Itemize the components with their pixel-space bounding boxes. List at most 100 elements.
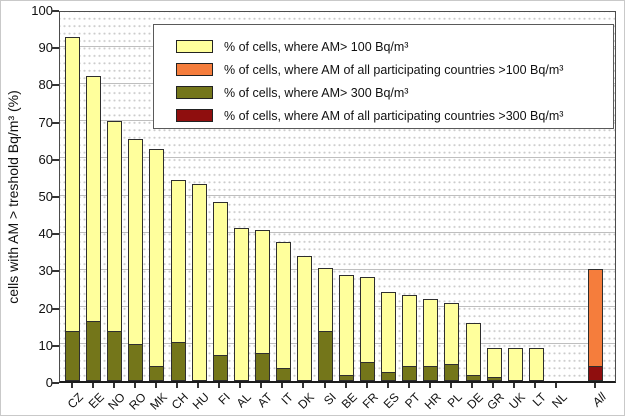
- x-tick-All: [593, 383, 596, 388]
- y-tick-0: [52, 382, 59, 384]
- legend-swatch-1: [176, 63, 213, 76]
- y-tick-label-70: 70: [38, 114, 53, 130]
- bar-MK-inner: [149, 366, 165, 381]
- bar-All-inner: [588, 366, 603, 381]
- gridline-10: [60, 343, 615, 345]
- bar-CH-inner: [170, 341, 186, 381]
- y-tick-label-40: 40: [38, 226, 53, 242]
- x-tick-BE: [344, 383, 347, 388]
- bar-RO-inner: [128, 343, 144, 381]
- gridline-50: [60, 194, 615, 196]
- x-tick-NL: [555, 383, 558, 388]
- bar-AT-inner: [254, 353, 270, 381]
- x-tick-HU: [197, 383, 200, 388]
- bar-BE: [339, 274, 355, 381]
- y-tick-20: [52, 307, 59, 310]
- legend-item-0: % of cells, where AM> 100 Bq/m³: [154, 35, 613, 58]
- legend-swatch-2: [176, 86, 213, 99]
- y-tick-30: [52, 270, 59, 273]
- x-tick-CZ: [70, 383, 73, 388]
- bar-LT: [528, 347, 544, 381]
- y-tick-label-60: 60: [38, 151, 53, 167]
- x-tick-GR: [492, 383, 495, 388]
- bar-ES: [381, 291, 397, 381]
- y-tick-label-50: 50: [38, 189, 53, 204]
- legend-item-1: % of cells, where AM of all participatin…: [154, 58, 613, 81]
- y-tick-label-100: 100: [31, 3, 53, 18]
- x-tick-CH: [176, 383, 179, 388]
- bar-IT-inner: [275, 367, 291, 381]
- x-tick-RO: [133, 383, 136, 388]
- x-tick-ES: [386, 383, 389, 388]
- legend-label-2: % of cells, where AM> 300 Bq/m³: [224, 85, 409, 100]
- legend-label-1: % of cells, where AM of all participatin…: [224, 62, 564, 77]
- bar-DK: [296, 256, 312, 381]
- chart-legend: % of cells, where AM> 100 Bq/m³ % of cell…: [153, 24, 614, 129]
- x-tick-FI: [218, 383, 221, 388]
- bar-DE-inner: [465, 375, 481, 381]
- bar-FR-inner: [360, 362, 376, 381]
- x-tick-FR: [365, 383, 368, 388]
- x-tick-MK: [154, 383, 157, 388]
- y-tick-80: [52, 84, 59, 87]
- bar-AL: [233, 228, 249, 381]
- x-tick-UK: [513, 383, 516, 388]
- legend-label-3: % of cells, where AM of all participatin…: [224, 108, 564, 123]
- y-tick-label-80: 80: [38, 77, 53, 93]
- x-tick-NO: [112, 383, 115, 388]
- legend-swatch-0: [176, 40, 213, 53]
- legend-item-2: % of cells, where AM> 300 Bq/m³: [154, 81, 613, 104]
- y-tick-60: [52, 158, 59, 161]
- y-tick-label-30: 30: [38, 263, 53, 279]
- y-tick-label-0: 0: [45, 375, 53, 390]
- bar-SI-inner: [318, 330, 334, 381]
- y-tick-label-10: 10: [38, 337, 53, 353]
- gridline-60: [60, 157, 615, 159]
- legend-label-0: % of cells, where AM> 100 Bq/m³: [224, 39, 409, 54]
- bar-PL-inner: [444, 364, 460, 381]
- bar-EE-inner: [86, 321, 102, 381]
- legend-item-3: % of cells, where AM of all participatin…: [154, 104, 613, 127]
- bar-PT-inner: [402, 366, 418, 381]
- x-tick-DE: [471, 383, 474, 388]
- y-tick-10: [52, 344, 59, 347]
- gridline-20: [60, 306, 615, 308]
- gridline-40: [60, 231, 615, 233]
- y-tick-label-90: 90: [38, 40, 53, 56]
- bar-HR-inner: [423, 366, 439, 381]
- bar-GR: [486, 347, 502, 381]
- x-tick-DK: [302, 383, 305, 388]
- y-tick-50: [52, 196, 59, 198]
- x-tick-LT: [534, 383, 537, 388]
- y-tick-70: [52, 121, 59, 124]
- bar-All: [588, 269, 603, 381]
- bar-CZ-inner: [65, 330, 81, 381]
- x-tick-AL: [239, 383, 242, 388]
- bar-UK: [507, 347, 523, 381]
- x-tick-PT: [407, 383, 410, 388]
- bar-GR-inner: [486, 377, 502, 381]
- bar-IT: [275, 241, 291, 381]
- bar-FI-inner: [212, 354, 228, 381]
- bar-ES-inner: [381, 371, 397, 381]
- x-tick-IT: [281, 383, 284, 388]
- x-tick-PL: [449, 383, 452, 388]
- y-tick-90: [52, 47, 59, 50]
- bar-CZ: [65, 36, 81, 381]
- x-tick-EE: [91, 383, 94, 388]
- x-tick-AT: [260, 383, 263, 388]
- bar-HU: [191, 183, 207, 381]
- x-label-All: All: [589, 390, 609, 410]
- bar-BE-inner: [339, 375, 355, 381]
- bar-MK: [149, 148, 165, 381]
- bar-NO-inner: [107, 330, 123, 381]
- y-tick-label-20: 20: [38, 300, 53, 316]
- y-tick-40: [52, 233, 59, 236]
- y-tick-100: [52, 10, 59, 12]
- plot-area: % of cells, where AM> 100 Bq/m³ % of cell…: [59, 11, 616, 383]
- x-tick-SI: [323, 383, 326, 388]
- x-tick-HR: [428, 383, 431, 388]
- legend-swatch-3: [176, 109, 213, 122]
- gridline-30: [60, 268, 615, 270]
